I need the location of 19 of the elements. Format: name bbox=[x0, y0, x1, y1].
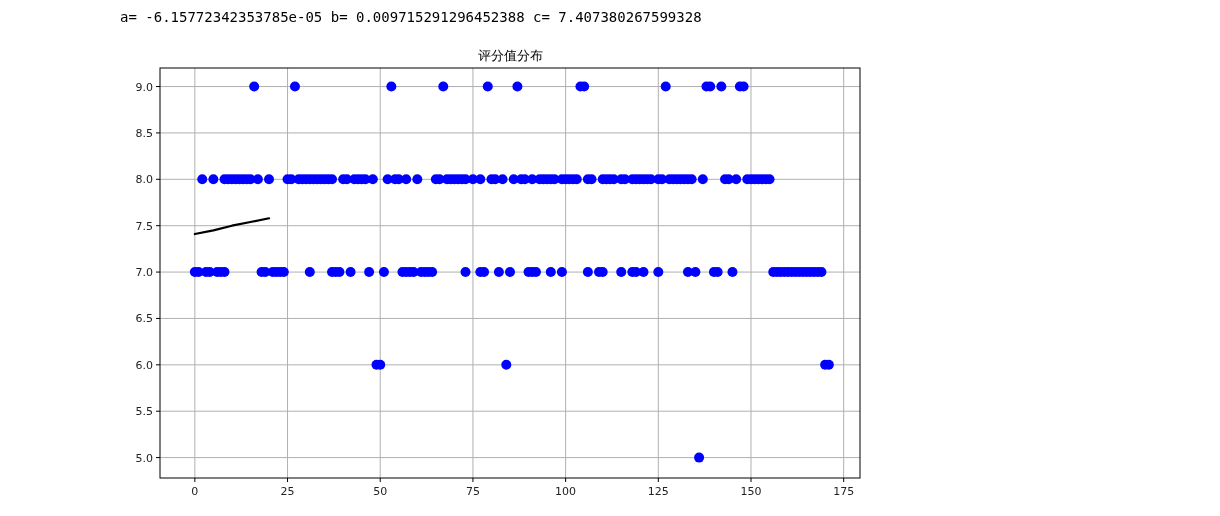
chart-title: 评分值分布 bbox=[477, 48, 543, 63]
y-tick-label: 9.0 bbox=[135, 80, 153, 94]
y-tick-label: 7.0 bbox=[135, 266, 153, 280]
text: a= -6.15772342353785e-05 b= 0.009715291296452388 c= 7.407380267599328 bbox=[120, 9, 702, 25]
x-tick-label: 50 bbox=[373, 485, 388, 498]
x-tick-label: 100 bbox=[555, 485, 577, 498]
y-tick-label: 5.0 bbox=[135, 451, 153, 465]
y-tick-label: 6.0 bbox=[135, 358, 153, 372]
x-tick-label: 150 bbox=[740, 485, 762, 498]
x-tick-label: 125 bbox=[647, 485, 669, 498]
y-tick-label: 6.5 bbox=[135, 312, 153, 326]
x-tick-label: 0 bbox=[191, 485, 199, 498]
y-tick-label: 8.5 bbox=[135, 126, 153, 140]
y-tick-label: 8.0 bbox=[135, 173, 153, 187]
x-tick-label: 175 bbox=[833, 485, 855, 498]
y-tick-label: 5.5 bbox=[135, 405, 153, 419]
x-tick-label: 75 bbox=[465, 485, 480, 498]
y-tick-label: 7.5 bbox=[135, 219, 153, 233]
x-tick-label: 25 bbox=[280, 485, 295, 498]
